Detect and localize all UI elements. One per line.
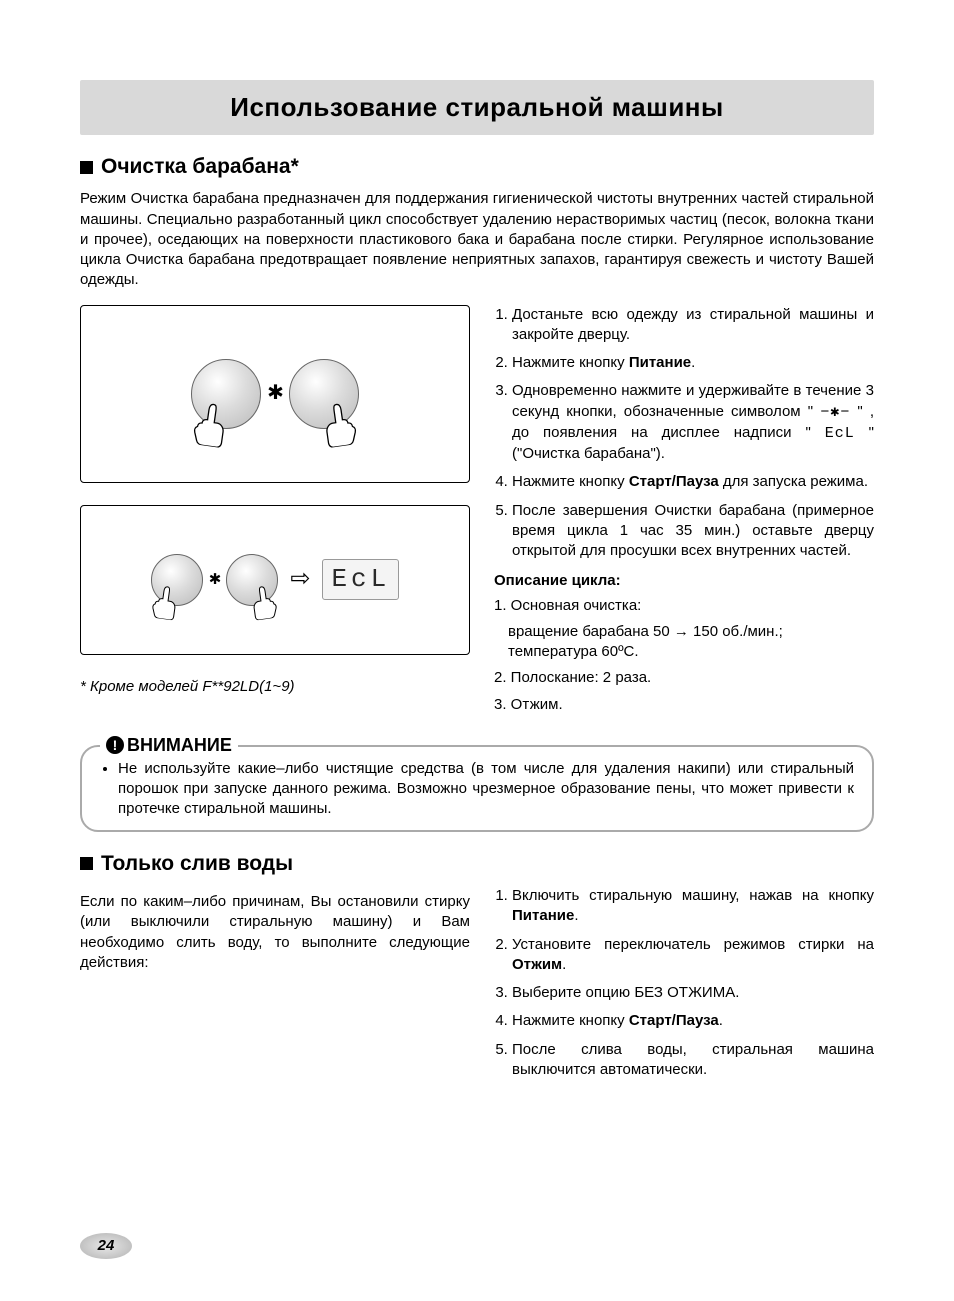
section-heading-2-text: Только слив воды bbox=[101, 850, 293, 878]
knob-left bbox=[191, 359, 261, 429]
cycle-heading: Описание цикла: bbox=[494, 571, 874, 591]
model-exclusion-note: * Кроме моделей F**92LD(1~9) bbox=[80, 677, 470, 697]
step: После слива воды, стиральная машина выкл… bbox=[512, 1040, 874, 1081]
bullet-icon bbox=[80, 161, 93, 174]
page-title-box: Использование стиральной машины bbox=[80, 80, 874, 135]
step: Выберите опцию БЕЗ ОТЖИМА. bbox=[512, 983, 874, 1003]
figure-1: ✱ bbox=[80, 305, 470, 483]
cycle-line: вращение барабана 50 → 150 об./мин.; тем… bbox=[508, 622, 874, 663]
hand-icon bbox=[185, 399, 233, 448]
warning-title: ! ВНИМАНИЕ bbox=[100, 733, 238, 757]
cycle-description: Описание цикла: 1. Основная очистка: вра… bbox=[494, 571, 874, 715]
step: Нажмите кнопку Питание. bbox=[512, 353, 874, 373]
star-symbol: ✱ bbox=[267, 380, 283, 407]
step: После завершения Очистки барабана (приме… bbox=[512, 501, 874, 562]
bullet-icon bbox=[80, 857, 93, 870]
section1-steps: Достаньте всю одежду из стиральной машин… bbox=[494, 305, 874, 562]
hand-icon bbox=[247, 583, 283, 621]
cycle-line: 1. Основная очистка: bbox=[494, 596, 874, 616]
hand-icon bbox=[146, 583, 182, 621]
warning-text: Не используйте какие–либо чистящие средс… bbox=[118, 759, 854, 820]
step: Включить стиральную машину, нажав на кно… bbox=[512, 886, 874, 927]
step: Нажмите кнопку Старт/Пауза. bbox=[512, 1011, 874, 1031]
page-title: Использование стиральной машины bbox=[96, 90, 858, 125]
knob-right bbox=[289, 359, 359, 429]
display-readout: ЕсL bbox=[322, 559, 399, 600]
page-number: 24 bbox=[80, 1233, 132, 1259]
star-symbol-small: ✱ bbox=[209, 570, 221, 590]
section-heading-1-text: Очистка барабана* bbox=[101, 153, 299, 181]
section1-intro: Режим Очистка барабана предназначен для … bbox=[80, 189, 874, 290]
cycle-line: 2. Полоскание: 2 раза. bbox=[494, 668, 874, 688]
cycle-line: 3. Отжим. bbox=[494, 695, 874, 715]
section2-intro: Если по каким–либо причинам, Вы останови… bbox=[80, 892, 470, 973]
section-heading-2: Только слив воды bbox=[80, 850, 874, 878]
knob-left-small bbox=[151, 554, 203, 606]
step: Установите переключатель режимов стирки … bbox=[512, 935, 874, 976]
knob-right-small bbox=[226, 554, 278, 606]
figure-2: ✱ ⇨ ЕсL bbox=[80, 505, 470, 655]
warning-box: ! ВНИМАНИЕ Не используйте какие–либо чис… bbox=[80, 745, 874, 832]
step: Одновременно нажмите и удерживайте в теч… bbox=[512, 381, 874, 464]
hand-icon bbox=[317, 399, 365, 448]
warning-title-text: ВНИМАНИЕ bbox=[127, 733, 232, 757]
section-heading-1: Очистка барабана* bbox=[80, 153, 874, 181]
step: Достаньте всю одежду из стиральной машин… bbox=[512, 305, 874, 346]
warning-icon: ! bbox=[106, 736, 124, 754]
arrow-icon: ⇨ bbox=[290, 563, 310, 595]
section2-steps: Включить стиральную машину, нажав на кно… bbox=[494, 886, 874, 1080]
step: Нажмите кнопку Старт/Пауза для запуска р… bbox=[512, 472, 874, 492]
